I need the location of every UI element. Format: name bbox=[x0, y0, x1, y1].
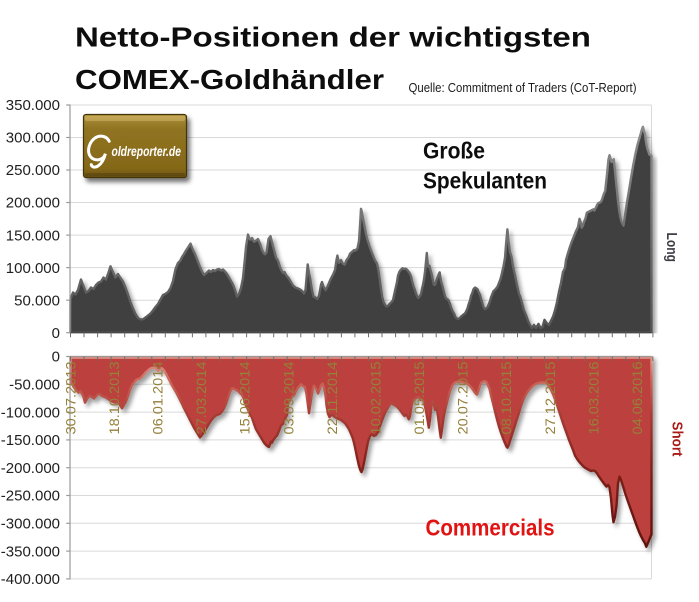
svg-text:22.11.2014: 22.11.2014 bbox=[325, 361, 340, 435]
svg-text:-250.000: -250.000 bbox=[1, 488, 60, 505]
svg-text:03.09.2014: 03.09.2014 bbox=[281, 361, 296, 435]
svg-text:27.12.2015: 27.12.2015 bbox=[543, 362, 558, 435]
svg-text:-150.000: -150.000 bbox=[1, 432, 60, 449]
svg-text:100.000: 100.000 bbox=[6, 260, 60, 277]
svg-text:-50.000: -50.000 bbox=[9, 377, 60, 394]
svg-text:50.000: 50.000 bbox=[14, 292, 60, 309]
svg-text:18.10.2013: 18.10.2013 bbox=[107, 362, 122, 435]
svg-text:01.05.2015: 01.05.2015 bbox=[412, 362, 427, 435]
svg-text:30.07.2013: 30.07.2013 bbox=[63, 362, 78, 435]
svg-text:COMEX-Goldhändler: COMEX-Goldhändler bbox=[75, 64, 384, 95]
svg-text:150.000: 150.000 bbox=[6, 227, 60, 244]
svg-text:06.01.2014: 06.01.2014 bbox=[151, 361, 166, 435]
svg-text:-350.000: -350.000 bbox=[1, 543, 60, 560]
svg-text:0: 0 bbox=[52, 349, 60, 366]
svg-text:Long: Long bbox=[663, 233, 679, 263]
svg-text:300.000: 300.000 bbox=[6, 130, 60, 147]
svg-text:16.03.2016: 16.03.2016 bbox=[586, 362, 601, 435]
svg-text:oldreporter.de: oldreporter.de bbox=[112, 143, 182, 159]
svg-text:04.06.2016: 04.06.2016 bbox=[630, 362, 645, 435]
svg-text:350.000: 350.000 bbox=[6, 97, 60, 114]
svg-text:Netto-Positionen der wichtigst: Netto-Positionen der wichtigsten bbox=[75, 22, 591, 53]
svg-text:0: 0 bbox=[52, 325, 60, 342]
svg-text:200.000: 200.000 bbox=[6, 195, 60, 212]
svg-text:08.10.2015: 08.10.2015 bbox=[499, 362, 514, 435]
svg-text:Quelle: Commitment of Traders: Quelle: Commitment of Traders (CoT-Repor… bbox=[409, 81, 637, 95]
svg-text:-200.000: -200.000 bbox=[1, 460, 60, 477]
svg-text:Short: Short bbox=[669, 422, 685, 457]
svg-text:250.000: 250.000 bbox=[6, 162, 60, 179]
svg-text:Große: Große bbox=[423, 138, 485, 164]
svg-text:Spekulanten: Spekulanten bbox=[423, 168, 547, 194]
svg-text:Commercials: Commercials bbox=[426, 515, 555, 541]
svg-text:-100.000: -100.000 bbox=[1, 404, 60, 421]
svg-text:-400.000: -400.000 bbox=[1, 571, 60, 588]
svg-text:-300.000: -300.000 bbox=[1, 516, 60, 533]
svg-text:20.07.2015: 20.07.2015 bbox=[456, 362, 471, 435]
svg-text:27.03.2014: 27.03.2014 bbox=[194, 361, 209, 435]
svg-text:15.06.2014: 15.06.2014 bbox=[238, 361, 253, 435]
svg-text:10.02.2015: 10.02.2015 bbox=[369, 362, 384, 435]
